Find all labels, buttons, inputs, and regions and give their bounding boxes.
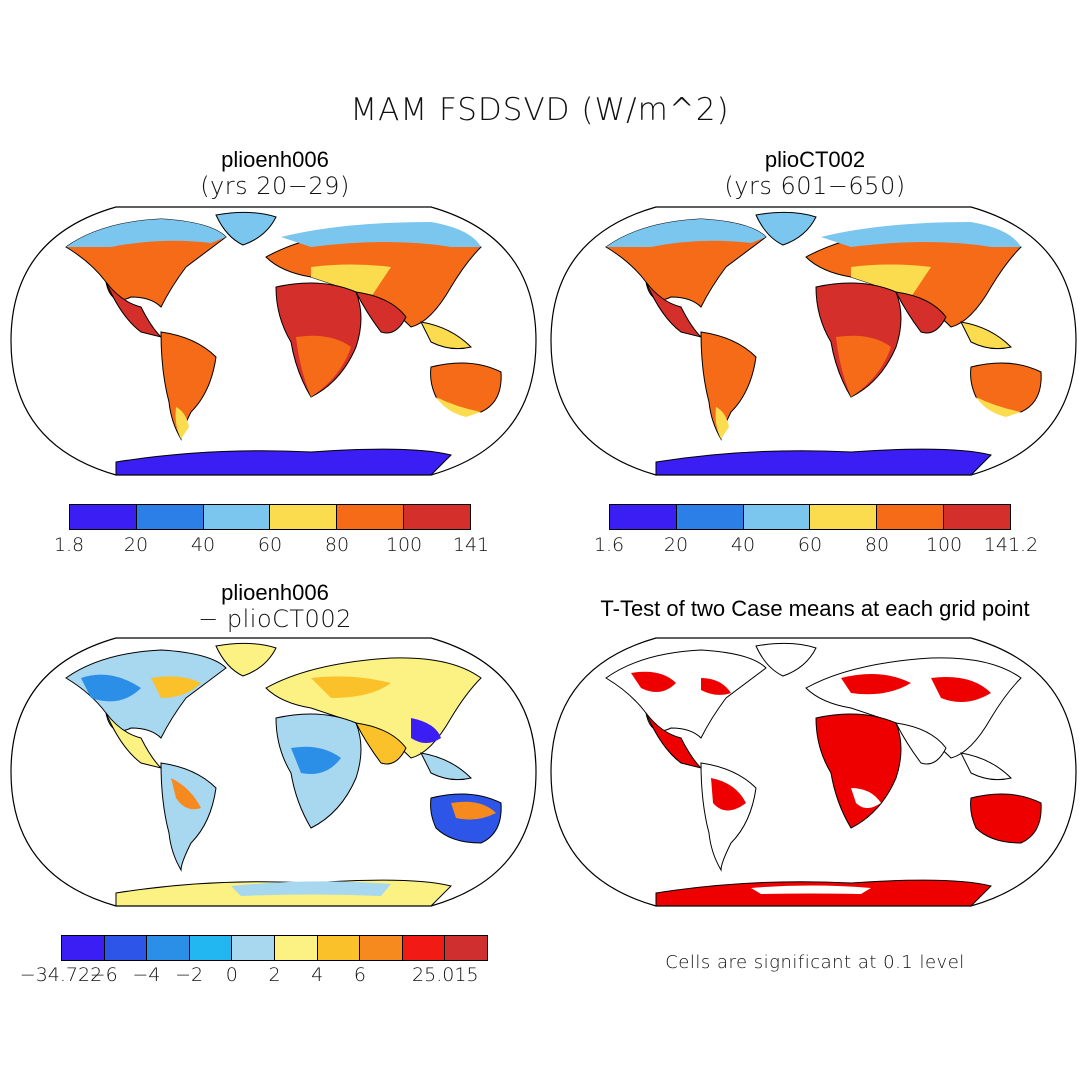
colorbar-segment xyxy=(810,505,878,529)
map-panel-2 xyxy=(550,206,1077,476)
panel-3-title: plioenh006 xyxy=(221,580,329,605)
colorbar-panel-2-labels: 1.6 20 40 60 80 100 141.2 xyxy=(594,534,1038,558)
colorbar-tick-label: 80 xyxy=(864,534,890,556)
colorbar-segment xyxy=(610,505,677,529)
colorbar-tick-label: −34.722 xyxy=(19,964,103,986)
panel-1-subtitle: (yrs 20−29) xyxy=(200,172,350,200)
colorbar-tick-label: 141 xyxy=(452,534,490,556)
colorbar-tick-label: −2 xyxy=(175,964,204,986)
colorbar-segment xyxy=(676,505,744,529)
colorbar-segment xyxy=(62,936,105,960)
map-panel-1 xyxy=(10,206,537,476)
colorbar-tick-label: 6 xyxy=(353,964,366,986)
colorbar-segment xyxy=(404,505,470,529)
panel-4-title: T-Test of two Case means at each grid po… xyxy=(600,596,1030,621)
colorbar-tick-label: 20 xyxy=(663,534,689,556)
colorbar-segment xyxy=(360,936,403,960)
colorbar-segment xyxy=(274,936,318,960)
colorbar-panel-1 xyxy=(69,504,471,530)
colorbar-tick-label: 141.2 xyxy=(983,534,1039,556)
colorbar-segment xyxy=(203,505,271,529)
colorbar-tick-label: 80 xyxy=(324,534,350,556)
colorbar-segment xyxy=(877,505,945,529)
colorbar-tick-label: 1.8 xyxy=(53,534,85,556)
panel-3-subtitle: − plioCT002 xyxy=(198,605,352,633)
colorbar-tick-label: 2 xyxy=(268,964,281,986)
colorbar-segment xyxy=(104,936,148,960)
colorbar-segment xyxy=(70,505,137,529)
colorbar-segment xyxy=(189,936,233,960)
colorbar-tick-label: 40 xyxy=(190,534,216,556)
colorbar-tick-label: 60 xyxy=(257,534,283,556)
significance-note: Cells are significant at 0.1 level xyxy=(665,952,965,973)
colorbar-segment xyxy=(317,936,361,960)
map-panel-3 xyxy=(10,637,537,907)
colorbar-tick-label: −6 xyxy=(89,964,118,986)
colorbar-tick-label: 100 xyxy=(925,534,963,556)
colorbar-segment xyxy=(402,936,446,960)
colorbar-segment xyxy=(445,936,487,960)
colorbar-tick-label: 1.6 xyxy=(593,534,625,556)
colorbar-segment xyxy=(136,505,204,529)
colorbar-segment xyxy=(232,936,275,960)
figure-title: MAM FSDSVD (W/m^2) xyxy=(350,92,730,128)
colorbar-tick-label: 60 xyxy=(797,534,823,556)
colorbar-segment xyxy=(743,505,811,529)
colorbar-tick-label: −4 xyxy=(132,964,161,986)
colorbar-segment xyxy=(147,936,190,960)
colorbar-segment xyxy=(337,505,405,529)
colorbar-panel-1-labels: 1.8 20 40 60 80 100 141 xyxy=(54,534,489,558)
colorbar-tick-label: 40 xyxy=(730,534,756,556)
colorbar-segment xyxy=(944,505,1010,529)
colorbar-tick-label: 100 xyxy=(385,534,423,556)
colorbar-panel-2 xyxy=(609,504,1011,530)
colorbar-tick-label: 25.015 xyxy=(412,964,479,986)
colorbar-tick-label: 0 xyxy=(225,964,238,986)
colorbar-tick-label: 20 xyxy=(123,534,149,556)
colorbar-tick-label: 4 xyxy=(311,964,324,986)
panel-2-title: plioCT002 xyxy=(764,147,866,172)
colorbar-segment xyxy=(270,505,338,529)
colorbar-panel-3 xyxy=(61,935,488,961)
panel-2-subtitle: (yrs 601−650) xyxy=(724,172,906,200)
map-panel-4 xyxy=(550,637,1077,907)
panel-1-title: plioenh006 xyxy=(221,147,329,172)
colorbar-panel-3-labels: −34.722 −6 −4 −2 0 2 4 6 25.015 xyxy=(20,964,488,988)
